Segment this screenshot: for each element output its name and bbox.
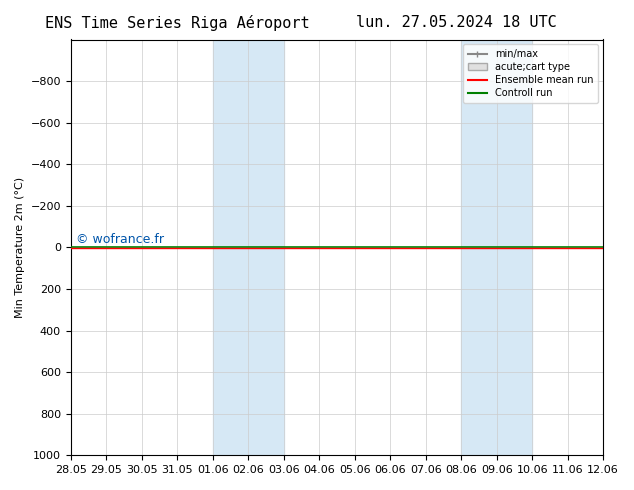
Text: © wofrance.fr: © wofrance.fr [76,233,164,245]
Bar [461,40,532,455]
Text: ENS Time Series Riga Aéroport: ENS Time Series Riga Aéroport [45,15,310,31]
Y-axis label: Min Temperature 2m (°C): Min Temperature 2m (°C) [15,177,25,318]
Text: lun. 27.05.2024 18 UTC: lun. 27.05.2024 18 UTC [356,15,557,30]
Legend: min/max, acute;cart type, Ensemble mean run, Controll run: min/max, acute;cart type, Ensemble mean … [463,45,598,103]
Bar [213,40,284,455]
